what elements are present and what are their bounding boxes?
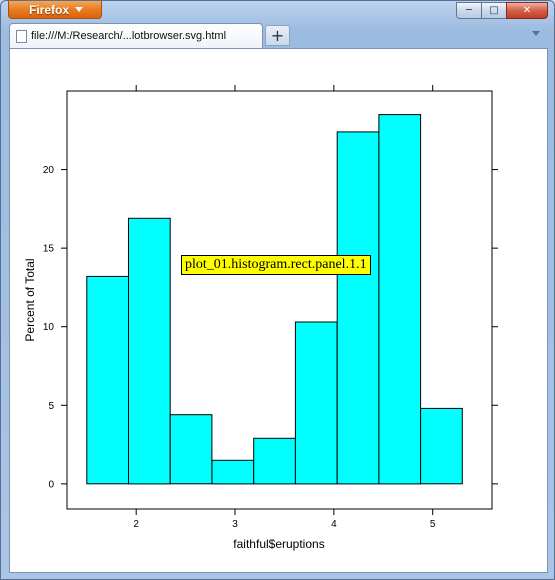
x-axis-label: faithful$eruptions	[233, 537, 324, 551]
tab-list-chevron-icon[interactable]	[532, 31, 540, 36]
firefox-menu-label: Firefox	[29, 2, 70, 17]
y-tick-label: 20	[43, 165, 55, 176]
minimize-icon: ─	[465, 5, 473, 16]
maximize-button[interactable]: □	[481, 2, 507, 19]
tab-title: file:///M:/Research/...lotbrowser.svg.ht…	[31, 30, 227, 42]
histogram-bar[interactable]	[378, 114, 422, 485]
histogram-bar[interactable]	[86, 275, 130, 485]
histogram-chart: 2 3 4 5 0 5 10 15 20 faithful$eruptions Percent …	[23, 85, 498, 551]
tab-active[interactable]: file:///M:/Research/...lotbrowser.svg.ht…	[9, 23, 263, 48]
x-tick-label: 2	[133, 519, 139, 530]
y-tick-label: 5	[48, 401, 54, 412]
page-content: 2 3 4 5 0 5 10 15 20 faithful$eruptions Percent …	[9, 48, 548, 573]
y-axis-label: Percent of Total	[23, 258, 37, 341]
histogram-bar[interactable]	[420, 407, 463, 485]
y-tick-label: 0	[48, 479, 54, 490]
x-tick-label: 5	[430, 519, 436, 530]
plot-panel-frame	[66, 90, 493, 510]
y-tick-label: 15	[43, 244, 55, 255]
window-controls: ─ □ ✕	[456, 2, 548, 19]
histogram-bar[interactable]	[253, 437, 296, 485]
histogram-bar[interactable]	[128, 217, 171, 485]
close-button[interactable]: ✕	[506, 2, 548, 19]
new-tab-button[interactable]: +	[265, 25, 290, 46]
maximize-icon: □	[489, 5, 499, 16]
tooltip: plot_01.histogram.rect.panel.1.1	[181, 255, 371, 275]
firefox-menu-button[interactable]: Firefox	[8, 1, 102, 19]
tooltip-text: plot_01.histogram.rect.panel.1.1	[185, 257, 367, 272]
x-tick-label: 3	[232, 519, 238, 530]
minimize-button[interactable]: ─	[456, 2, 482, 19]
histogram-bar[interactable]	[211, 459, 255, 485]
y-tick-label: 10	[43, 322, 55, 333]
plus-icon: +	[270, 26, 285, 45]
close-icon: ✕	[522, 5, 532, 16]
histogram-bar[interactable]	[294, 321, 338, 485]
chevron-down-icon	[75, 7, 84, 12]
histogram-bar[interactable]	[169, 414, 213, 485]
page-icon	[16, 29, 27, 43]
x-tick-label: 4	[331, 519, 337, 530]
histogram-bar[interactable]	[336, 131, 380, 485]
